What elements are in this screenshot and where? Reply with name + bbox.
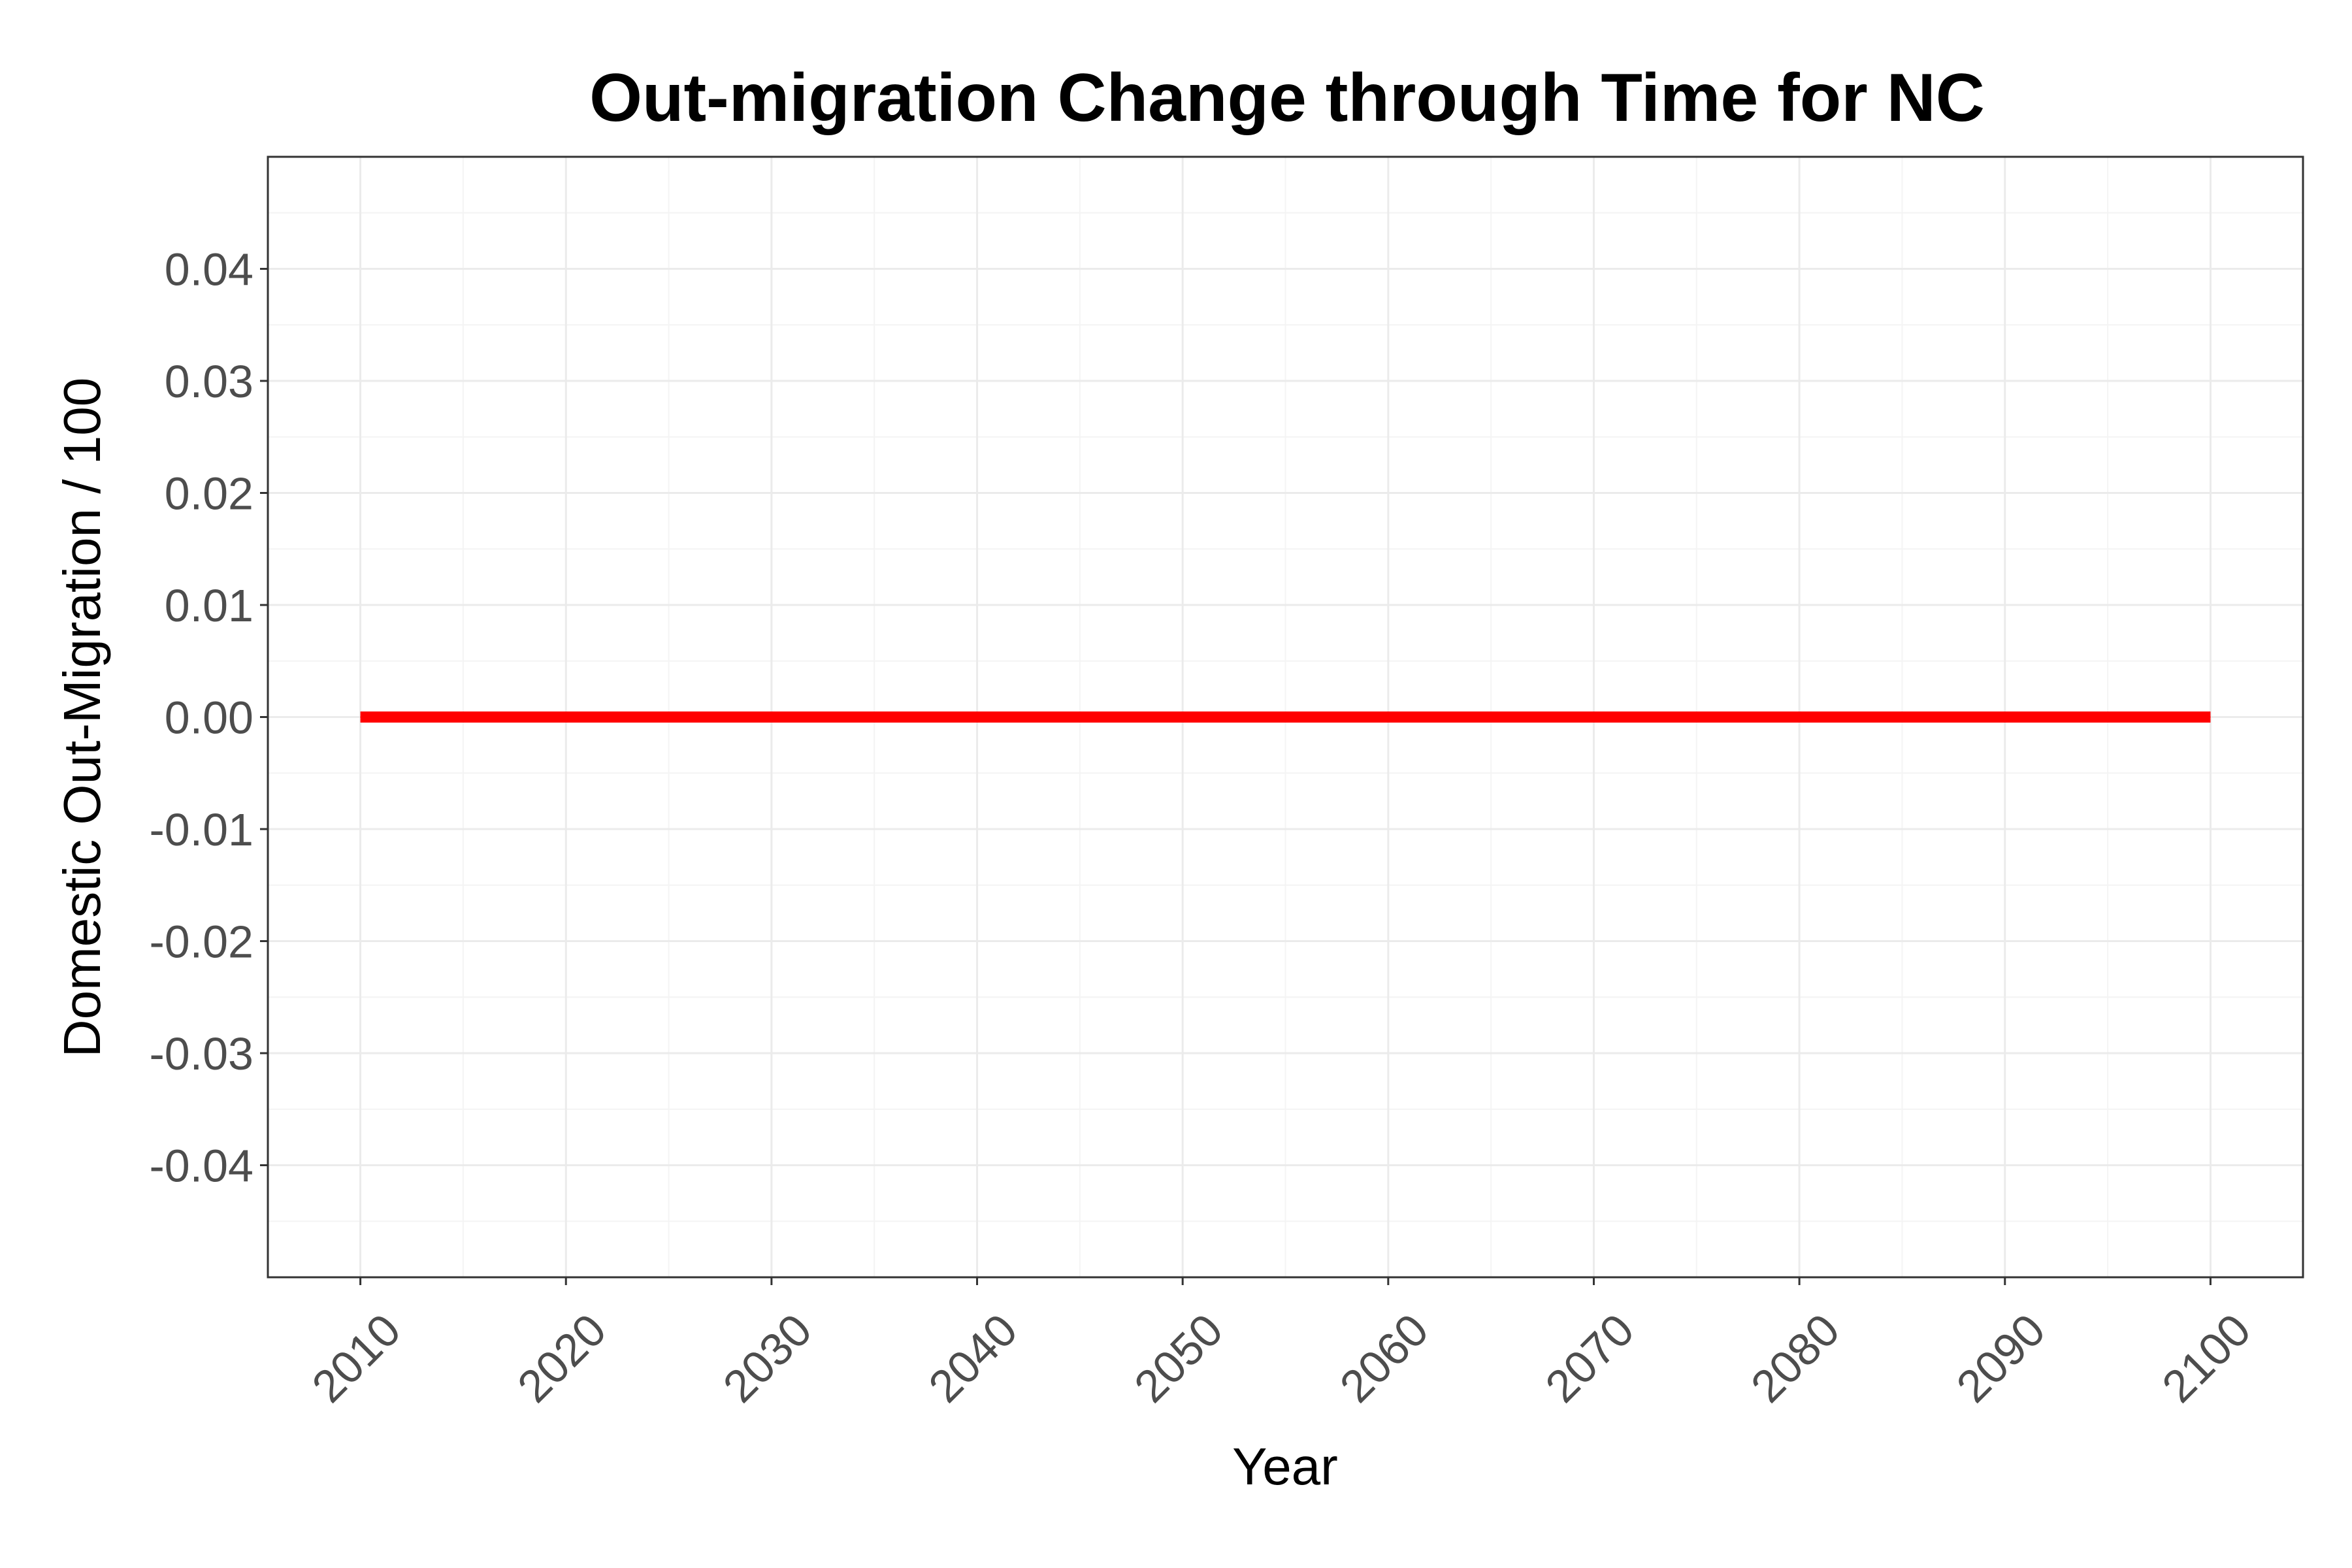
x-tick-label: 2070 [1535,1304,1643,1412]
chart-title: Out-migration Change through Time for NC [589,60,1985,136]
x-tick-label: 2060 [1330,1304,1438,1412]
y-axis: 0.04 0.03 0.02 0.01 0.00 -0.01 -0.02 -0.03 -0.04 [149,244,268,1192]
x-tick-label: 2050 [1124,1304,1232,1412]
y-tick-label: 0.02 [165,468,253,519]
x-axis: 2010 2020 2030 2040 2050 2060 2070 2080 2090 2100 [302,1277,2261,1412]
x-tick-label: 2020 [508,1304,615,1412]
y-tick-label: -0.02 [149,917,253,968]
x-tick-label: 2080 [1741,1304,1849,1412]
x-tick-label: 2100 [2152,1304,2260,1412]
y-tick-label: 0.00 [165,693,253,743]
y-tick-label: 0.04 [165,244,253,295]
y-tick-label: -0.01 [149,804,253,855]
x-tick-label: 2010 [302,1304,410,1412]
x-tick-label: 2090 [1947,1304,2055,1412]
y-axis-title: Domestic Out-Migration / 100 [53,378,111,1057]
y-tick-label: -0.04 [149,1141,253,1192]
x-axis-title: Year [1232,1437,1338,1495]
y-tick-label: 0.01 [165,580,253,631]
y-tick-label: 0.03 [165,356,253,407]
x-tick-label: 2030 [713,1304,821,1412]
y-tick-label: -0.03 [149,1028,253,1079]
x-tick-label: 2040 [919,1304,1027,1412]
